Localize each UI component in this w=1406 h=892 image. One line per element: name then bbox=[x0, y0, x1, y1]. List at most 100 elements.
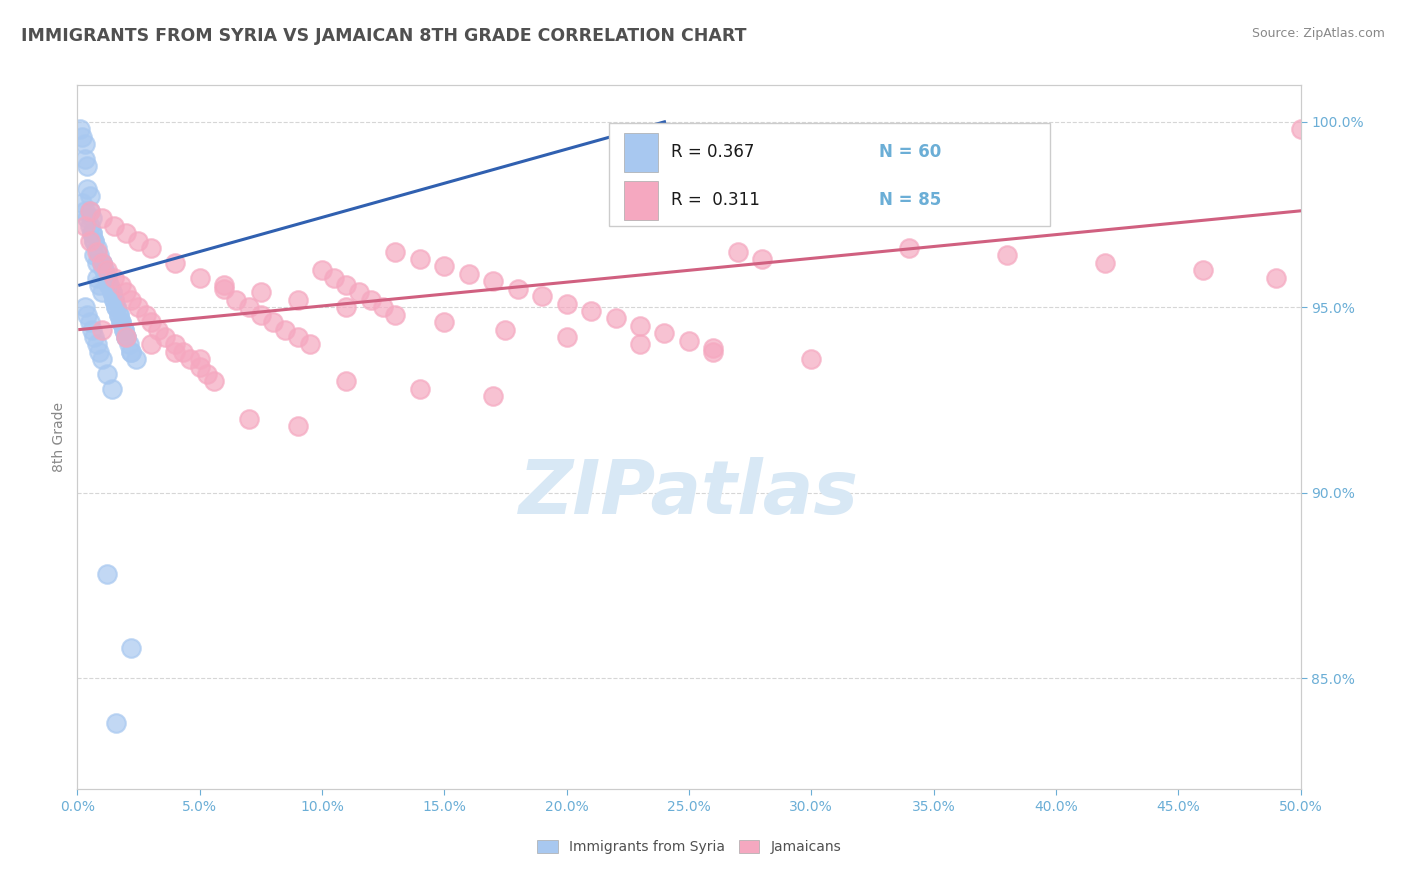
Point bbox=[995, 248, 1018, 262]
Point bbox=[73, 203, 96, 218]
Point bbox=[139, 337, 162, 351]
Point bbox=[90, 256, 112, 270]
Point bbox=[89, 278, 111, 293]
Point bbox=[172, 344, 194, 359]
Point bbox=[628, 318, 651, 333]
Point bbox=[96, 263, 118, 277]
Point bbox=[654, 326, 676, 341]
Point bbox=[96, 367, 118, 381]
Point bbox=[90, 256, 112, 270]
Point bbox=[120, 344, 142, 359]
Text: ZIPatlas: ZIPatlas bbox=[519, 457, 859, 530]
Point bbox=[188, 270, 211, 285]
Point bbox=[335, 375, 357, 389]
Point bbox=[409, 382, 432, 396]
Point bbox=[76, 211, 98, 226]
Point bbox=[287, 419, 309, 434]
Point bbox=[83, 234, 105, 248]
Point bbox=[86, 241, 108, 255]
Point bbox=[112, 322, 135, 336]
Point bbox=[506, 282, 529, 296]
Point bbox=[1265, 270, 1288, 285]
Point bbox=[202, 375, 225, 389]
Point bbox=[100, 382, 122, 396]
Point bbox=[110, 315, 132, 329]
Point bbox=[125, 352, 148, 367]
Point bbox=[628, 337, 651, 351]
Point bbox=[115, 330, 138, 344]
Point bbox=[433, 315, 456, 329]
Point bbox=[212, 278, 235, 293]
Point bbox=[73, 219, 96, 233]
Point bbox=[482, 389, 505, 403]
Point bbox=[79, 234, 101, 248]
Point bbox=[80, 322, 103, 336]
Point bbox=[555, 330, 578, 344]
Point bbox=[225, 293, 247, 307]
Point bbox=[1289, 122, 1312, 136]
Point bbox=[287, 330, 309, 344]
Point bbox=[146, 322, 169, 336]
Point bbox=[79, 189, 101, 203]
Point bbox=[702, 341, 724, 355]
Point bbox=[86, 270, 108, 285]
Point bbox=[70, 129, 93, 144]
Point bbox=[90, 352, 112, 367]
Point bbox=[93, 263, 115, 277]
Point bbox=[105, 300, 128, 314]
Point bbox=[165, 256, 187, 270]
Y-axis label: 8th Grade: 8th Grade bbox=[52, 402, 66, 472]
Point bbox=[73, 300, 96, 314]
Point bbox=[179, 352, 201, 367]
Point bbox=[83, 234, 105, 248]
Point bbox=[250, 308, 273, 322]
Point bbox=[90, 322, 112, 336]
Point bbox=[115, 285, 138, 300]
Point bbox=[531, 289, 554, 303]
Point bbox=[127, 300, 149, 314]
Text: R =  0.311: R = 0.311 bbox=[671, 191, 759, 209]
Point bbox=[118, 337, 141, 351]
Point bbox=[79, 315, 101, 329]
Point bbox=[76, 159, 98, 173]
Point bbox=[135, 308, 157, 322]
FancyBboxPatch shape bbox=[609, 123, 1050, 226]
Point bbox=[433, 260, 456, 274]
Point bbox=[139, 241, 162, 255]
Text: N = 85: N = 85 bbox=[879, 191, 941, 209]
Point bbox=[79, 203, 101, 218]
Point bbox=[238, 300, 260, 314]
Legend: Immigrants from Syria, Jamaicans: Immigrants from Syria, Jamaicans bbox=[531, 835, 846, 860]
Point bbox=[100, 285, 122, 300]
Point bbox=[69, 122, 91, 136]
Point bbox=[73, 137, 96, 152]
Point bbox=[70, 196, 93, 211]
Point bbox=[311, 263, 333, 277]
Point bbox=[298, 337, 321, 351]
Point bbox=[79, 219, 101, 233]
Point bbox=[100, 285, 122, 300]
Point bbox=[86, 244, 108, 259]
Point bbox=[110, 315, 132, 329]
Point bbox=[751, 252, 773, 266]
Point bbox=[165, 337, 187, 351]
Point bbox=[80, 226, 103, 240]
Point bbox=[103, 270, 125, 285]
Point bbox=[86, 337, 108, 351]
Point bbox=[195, 367, 218, 381]
Point bbox=[127, 234, 149, 248]
Point bbox=[108, 308, 131, 322]
Point bbox=[86, 256, 108, 270]
Text: R = 0.367: R = 0.367 bbox=[671, 143, 754, 161]
Point bbox=[105, 715, 128, 730]
Point bbox=[115, 330, 138, 344]
Point bbox=[188, 352, 211, 367]
Point bbox=[360, 293, 382, 307]
Point bbox=[139, 315, 162, 329]
Point bbox=[103, 293, 125, 307]
Point bbox=[83, 330, 105, 344]
Point bbox=[115, 226, 138, 240]
Point bbox=[79, 203, 101, 218]
Point bbox=[250, 285, 273, 300]
Text: Source: ZipAtlas.com: Source: ZipAtlas.com bbox=[1251, 27, 1385, 40]
